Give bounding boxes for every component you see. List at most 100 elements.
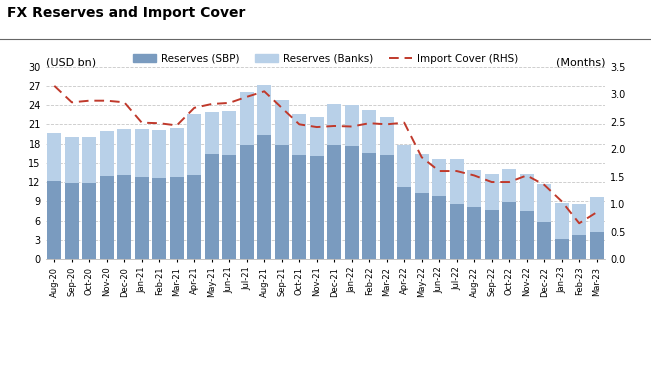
- Import Cover (RHS): [540, 182, 548, 187]
- Bar: [170, 128, 184, 177]
- Bar: [590, 232, 603, 259]
- Bar: [275, 100, 289, 145]
- Bar: [572, 204, 586, 235]
- Bar: [415, 154, 429, 193]
- Bar: [397, 145, 411, 186]
- Import Cover (RHS): [488, 180, 495, 184]
- Bar: [82, 183, 96, 259]
- Bar: [135, 177, 149, 259]
- Bar: [572, 235, 586, 259]
- Text: (Months): (Months): [556, 57, 605, 67]
- Bar: [292, 114, 306, 155]
- Bar: [240, 145, 254, 259]
- Import Cover (RHS): [173, 123, 181, 128]
- Import Cover (RHS): [85, 98, 93, 103]
- Bar: [310, 157, 324, 259]
- Bar: [555, 239, 569, 259]
- Bar: [537, 184, 551, 222]
- Import Cover (RHS): [400, 121, 408, 125]
- Bar: [467, 171, 481, 207]
- Bar: [275, 145, 289, 259]
- Import Cover (RHS): [208, 102, 215, 106]
- Bar: [135, 129, 149, 177]
- Import Cover (RHS): [68, 100, 76, 105]
- Bar: [432, 159, 446, 196]
- Bar: [240, 92, 254, 145]
- Bar: [502, 202, 516, 259]
- Import Cover (RHS): [260, 89, 268, 94]
- Bar: [170, 177, 184, 259]
- Bar: [345, 105, 359, 146]
- Import Cover (RHS): [365, 121, 373, 125]
- Bar: [502, 169, 516, 202]
- Import Cover (RHS): [243, 95, 251, 99]
- Import Cover (RHS): [103, 98, 111, 103]
- Bar: [519, 174, 534, 211]
- Bar: [362, 153, 376, 259]
- Bar: [65, 137, 79, 183]
- Import Cover (RHS): [278, 105, 286, 110]
- Import Cover (RHS): [418, 155, 426, 159]
- Bar: [345, 146, 359, 259]
- Import Cover (RHS): [348, 124, 355, 129]
- Bar: [82, 137, 96, 183]
- Import Cover (RHS): [120, 100, 128, 105]
- Bar: [555, 202, 569, 239]
- Import Cover (RHS): [156, 121, 163, 125]
- Bar: [450, 204, 464, 259]
- Bar: [362, 110, 376, 153]
- Import Cover (RHS): [330, 124, 338, 128]
- Bar: [292, 155, 306, 259]
- Bar: [519, 211, 534, 259]
- Bar: [467, 207, 481, 259]
- Import Cover (RHS): [470, 173, 478, 178]
- Bar: [205, 112, 219, 154]
- Import Cover (RHS): [313, 125, 321, 129]
- Bar: [380, 117, 394, 155]
- Import Cover (RHS): [505, 180, 513, 184]
- Bar: [187, 114, 201, 175]
- Bar: [257, 85, 271, 135]
- Bar: [485, 174, 499, 210]
- Text: (USD bn): (USD bn): [46, 57, 96, 67]
- Legend: Reserves (SBP), Reserves (Banks), Import Cover (RHS): Reserves (SBP), Reserves (Banks), Import…: [131, 51, 520, 65]
- Bar: [100, 176, 114, 259]
- Import Cover (RHS): [383, 122, 391, 127]
- Import Cover (RHS): [190, 105, 198, 110]
- Bar: [432, 196, 446, 259]
- Bar: [537, 222, 551, 259]
- Bar: [380, 155, 394, 259]
- Bar: [590, 197, 603, 232]
- Bar: [415, 193, 429, 259]
- Text: FX Reserves and Import Cover: FX Reserves and Import Cover: [7, 6, 245, 20]
- Bar: [222, 155, 236, 259]
- Bar: [187, 175, 201, 259]
- Bar: [222, 111, 236, 155]
- Import Cover (RHS): [225, 101, 233, 105]
- Bar: [48, 133, 61, 181]
- Line: Import Cover (RHS): Import Cover (RHS): [54, 86, 597, 223]
- Import Cover (RHS): [50, 84, 58, 88]
- Bar: [485, 210, 499, 259]
- Import Cover (RHS): [558, 199, 566, 204]
- Bar: [257, 135, 271, 259]
- Import Cover (RHS): [575, 221, 583, 225]
- Bar: [205, 154, 219, 259]
- Bar: [397, 186, 411, 259]
- Import Cover (RHS): [593, 210, 601, 215]
- Bar: [48, 181, 61, 259]
- Bar: [117, 130, 132, 175]
- Bar: [100, 131, 114, 176]
- Import Cover (RHS): [453, 169, 461, 173]
- Import Cover (RHS): [138, 121, 146, 125]
- Bar: [310, 117, 324, 157]
- Bar: [152, 178, 166, 259]
- Bar: [450, 159, 464, 204]
- Import Cover (RHS): [436, 169, 443, 173]
- Bar: [65, 183, 79, 259]
- Bar: [327, 145, 341, 259]
- Import Cover (RHS): [523, 173, 531, 178]
- Import Cover (RHS): [296, 122, 303, 127]
- Bar: [327, 104, 341, 145]
- Bar: [117, 175, 132, 259]
